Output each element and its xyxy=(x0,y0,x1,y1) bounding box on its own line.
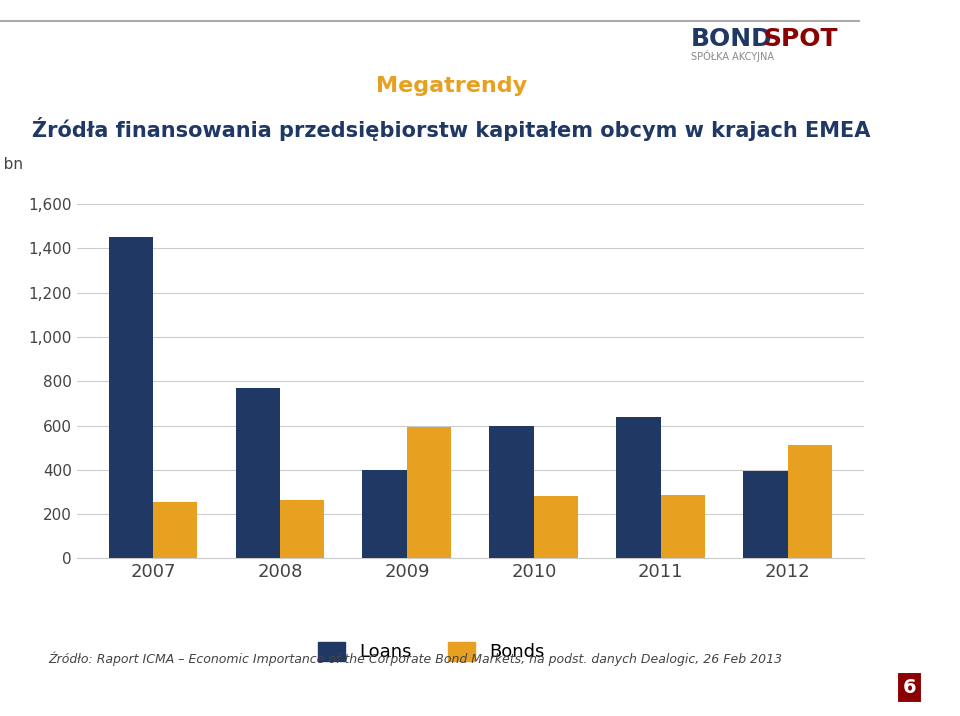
Bar xyxy=(280,500,324,558)
Text: 6: 6 xyxy=(902,678,917,697)
Bar xyxy=(363,470,407,558)
Bar xyxy=(153,502,198,558)
Legend: Loans, Bonds: Loans, Bonds xyxy=(310,635,552,669)
Bar xyxy=(534,496,578,558)
Bar xyxy=(108,237,153,558)
Text: SPÓŁKA AKCYJNA: SPÓŁKA AKCYJNA xyxy=(691,50,774,62)
Bar xyxy=(788,445,832,558)
Text: Źródła finansowania przedsiębiorstw kapitałem obcym w krajach EMEA: Źródła finansowania przedsiębiorstw kapi… xyxy=(32,117,871,141)
Text: BOND: BOND xyxy=(691,27,773,52)
Bar xyxy=(616,417,660,558)
Text: Megatrendy: Megatrendy xyxy=(375,76,527,96)
Text: SPOT: SPOT xyxy=(763,27,838,52)
Text: Źródło: Raport ICMA – Economic Importance of the Corporate Bond Markets, na pods: Źródło: Raport ICMA – Economic Importanc… xyxy=(48,652,782,666)
Text: www.bondspot.pl: www.bondspot.pl xyxy=(903,340,916,448)
Bar xyxy=(407,427,451,558)
Bar xyxy=(235,388,280,558)
Y-axis label: $ bn: $ bn xyxy=(0,156,23,171)
Bar xyxy=(743,471,788,558)
Bar xyxy=(660,495,706,558)
Bar xyxy=(490,425,534,558)
